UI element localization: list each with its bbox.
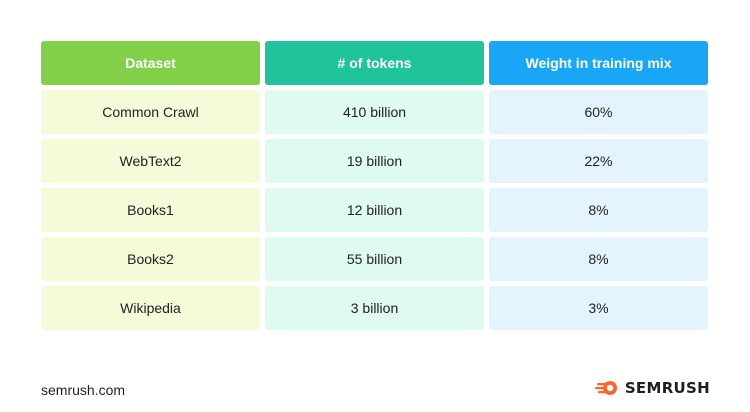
- table-row: Books2 55 billion 8%: [41, 237, 709, 281]
- header-tokens: # of tokens: [265, 41, 484, 85]
- cell-dataset: Books2: [41, 237, 260, 281]
- semrush-flame-icon: [594, 380, 619, 396]
- semrush-logo: SEMRUSH: [594, 379, 710, 397]
- cell-tokens: 12 billion: [265, 188, 484, 232]
- header-weight: Weight in training mix: [489, 41, 708, 85]
- cell-dataset: Books1: [41, 188, 260, 232]
- table-row: WebText2 19 billion 22%: [41, 139, 709, 183]
- cell-tokens: 3 billion: [265, 286, 484, 330]
- cell-weight: 8%: [489, 188, 708, 232]
- cell-tokens: 55 billion: [265, 237, 484, 281]
- table-row: Wikipedia 3 billion 3%: [41, 286, 709, 330]
- cell-dataset: Common Crawl: [41, 90, 260, 134]
- cell-weight: 8%: [489, 237, 708, 281]
- cell-weight: 60%: [489, 90, 708, 134]
- header-dataset: Dataset: [41, 41, 260, 85]
- cell-weight: 3%: [489, 286, 708, 330]
- data-table: Dataset # of tokens Weight in training m…: [41, 41, 709, 335]
- table-row: Common Crawl 410 billion 60%: [41, 90, 709, 134]
- table-header-row: Dataset # of tokens Weight in training m…: [41, 41, 709, 85]
- logo-wordmark: SEMRUSH: [624, 379, 710, 397]
- site-url: semrush.com: [41, 382, 126, 398]
- cell-dataset: Wikipedia: [41, 286, 260, 330]
- cell-tokens: 19 billion: [265, 139, 484, 183]
- cell-tokens: 410 billion: [265, 90, 484, 134]
- table-row: Books1 12 billion 8%: [41, 188, 709, 232]
- cell-weight: 22%: [489, 139, 708, 183]
- cell-dataset: WebText2: [41, 139, 260, 183]
